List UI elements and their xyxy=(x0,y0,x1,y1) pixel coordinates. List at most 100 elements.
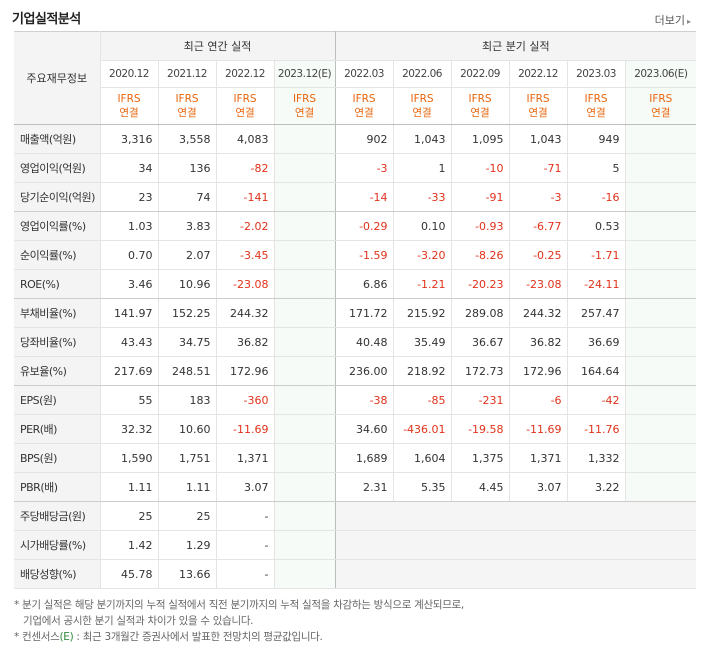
ifrs-label-line1: IFRS xyxy=(468,93,492,105)
quarter-value xyxy=(625,385,697,415)
quarter-value xyxy=(625,240,697,270)
row-label: ROE(%) xyxy=(14,269,101,299)
annual-value: -2.02 xyxy=(216,211,275,241)
ifrs-label-line1: IFRS xyxy=(410,93,434,105)
annual-value: 1.29 xyxy=(158,530,217,560)
annual-value: - xyxy=(216,530,275,560)
annual-value: 1,751 xyxy=(158,443,217,473)
footnote-3-text: : 최근 3개월간 증권사에서 발표한 전망치의 평균값입니다. xyxy=(73,631,323,643)
annual-value xyxy=(274,385,336,415)
quarter-value: 3.22 xyxy=(567,472,626,502)
quarter-value: -33 xyxy=(393,182,452,212)
quarter-value: -3.20 xyxy=(393,240,452,270)
annual-value: 3.07 xyxy=(216,472,275,502)
quarter-value: -231 xyxy=(451,385,510,415)
ifrs-label: IFRS 연결 xyxy=(158,87,217,125)
ifrs-label: IFRS 연결 xyxy=(216,87,275,125)
table-row: 배당성향(%) 45.78 13.66- xyxy=(14,559,697,589)
quarter-value: 1 xyxy=(393,153,452,183)
quarter-value: 218.92 xyxy=(393,356,452,386)
quarter-value: -436.01 xyxy=(393,414,452,444)
row-label-header: 주요재무정보 xyxy=(14,31,101,125)
annual-value xyxy=(274,153,336,183)
annual-value: 1.11 xyxy=(100,472,159,502)
quarter-value: -85 xyxy=(393,385,452,415)
annual-value: -3.45 xyxy=(216,240,275,270)
ifrs-label: IFRS 연결 xyxy=(451,87,510,125)
quarter-header: 최근 분기 실적 xyxy=(335,31,697,61)
annual-value xyxy=(274,356,336,386)
annual-value: 10.60 xyxy=(158,414,217,444)
row-label: 주당배당금(원) xyxy=(14,501,101,531)
quarter-value: 1,371 xyxy=(509,443,568,473)
quarter-value: -6 xyxy=(509,385,568,415)
quarter-value: 902 xyxy=(335,124,394,154)
footnote-2: 기업에서 공시한 분기 실적과 차이가 있을 수 있습니다. xyxy=(23,615,254,627)
annual-value: 34.75 xyxy=(158,327,217,357)
annual-value: 3.83 xyxy=(158,211,217,241)
quarter-value xyxy=(625,182,697,212)
annual-value: -360 xyxy=(216,385,275,415)
table-row: PER(배) 32.32 10.60 -11.69 34.60 -436.01 -19.58… xyxy=(14,414,697,444)
ifrs-label-line2: 연결 xyxy=(651,107,671,119)
annual-value: 36.82 xyxy=(216,327,275,357)
quarter-value xyxy=(625,327,697,357)
annual-value xyxy=(274,327,336,357)
quarter-value xyxy=(625,124,697,154)
quarter-value: 171.72 xyxy=(335,298,394,328)
ifrs-label-line2: 연결 xyxy=(235,107,255,119)
row-label: 시가배당률(%) xyxy=(14,530,101,560)
quarter-value: 1,689 xyxy=(335,443,394,473)
annual-value: 152.25 xyxy=(158,298,217,328)
quarter-value: 257.47 xyxy=(567,298,626,328)
ifrs-label: IFRS 연결 xyxy=(509,87,568,125)
row-label: 부채비율(%) xyxy=(14,298,101,328)
annual-value xyxy=(274,240,336,270)
row-label: EPS(원) xyxy=(14,385,101,415)
quarter-value: 35.49 xyxy=(393,327,452,357)
quarter-value: 2.31 xyxy=(335,472,394,502)
quarter-value: -11.76 xyxy=(567,414,626,444)
table-row: 매출액(억원) 3,316 3,558 4,083 902 1,043 1,095 1,043… xyxy=(14,124,697,154)
more-link[interactable]: 더보기 ▸ xyxy=(655,12,691,28)
annual-value xyxy=(274,211,336,241)
quarter-value: -14 xyxy=(335,182,394,212)
row-label: 당좌비율(%) xyxy=(14,327,101,357)
annual-value: 0.70 xyxy=(100,240,159,270)
table-row: 당좌비율(%) 43.43 34.75 36.82 40.48 35.49 36.67 36.… xyxy=(14,327,697,357)
quarter-value: -71 xyxy=(509,153,568,183)
quarter-empty xyxy=(335,559,697,589)
quarter-value: 289.08 xyxy=(451,298,510,328)
annual-value xyxy=(274,501,336,531)
ifrs-label-line2: 연결 xyxy=(586,107,606,119)
quarter-value: 244.32 xyxy=(509,298,568,328)
quarter-value: 1,095 xyxy=(451,124,510,154)
quarter-value: 1,043 xyxy=(509,124,568,154)
quarter-value: -8.26 xyxy=(451,240,510,270)
period-header: 2023.03 xyxy=(567,60,626,88)
ifrs-label-line2: 연결 xyxy=(528,107,548,119)
quarter-value: 36.69 xyxy=(567,327,626,357)
table-row: BPS(원) 1,590 1,751 1,371 1,689 1,604 1,375 1,37… xyxy=(14,443,697,473)
annual-value: 34 xyxy=(100,153,159,183)
annual-value: 3.46 xyxy=(100,269,159,299)
period-header: 2023.12(E) xyxy=(274,60,336,88)
table-row: 부채비율(%) 141.97 152.25 244.32 171.72 215.92 289… xyxy=(14,298,697,328)
ifrs-label: IFRS 연결 xyxy=(393,87,452,125)
annual-value: 13.66 xyxy=(158,559,217,589)
period-header: 2022.12 xyxy=(509,60,568,88)
ifrs-label-line2: 연결 xyxy=(412,107,432,119)
quarter-value xyxy=(625,356,697,386)
quarter-value xyxy=(625,269,697,299)
period-header: 2023.06(E) xyxy=(625,60,697,88)
quarter-value: 1,332 xyxy=(567,443,626,473)
annual-value: -141 xyxy=(216,182,275,212)
period-header: 2021.12 xyxy=(158,60,217,88)
footnote-1: * 분기 실적은 해당 분기까지의 누적 실적에서 직전 분기까지의 누적 실적… xyxy=(14,599,464,611)
quarter-value: -1.21 xyxy=(393,269,452,299)
table-row: 주당배당금(원) 25 25- xyxy=(14,501,697,531)
quarter-value: 949 xyxy=(567,124,626,154)
quarter-value: -20.23 xyxy=(451,269,510,299)
row-label: 영업이익률(%) xyxy=(14,211,101,241)
quarter-value: 34.60 xyxy=(335,414,394,444)
